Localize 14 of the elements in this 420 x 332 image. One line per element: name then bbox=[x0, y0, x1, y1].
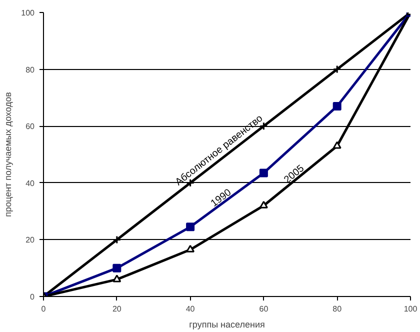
y-tick-label: 80 bbox=[26, 65, 36, 74]
y-tick-label: 100 bbox=[21, 8, 36, 18]
y-tick-label: 60 bbox=[26, 122, 36, 132]
y-axis-title: процент получаемых доходов bbox=[3, 92, 14, 217]
x-tick-label: 0 bbox=[41, 304, 46, 314]
x-tick-label: 80 bbox=[332, 304, 342, 314]
x-tick-label: 20 bbox=[112, 304, 122, 314]
y-tick-label: 40 bbox=[26, 178, 36, 188]
x-tick-label: 40 bbox=[186, 304, 196, 314]
x-tick-label: 100 bbox=[404, 304, 418, 314]
x-tick-label: 60 bbox=[259, 304, 269, 314]
y-tick-label: 20 bbox=[26, 236, 36, 245]
x-axis-title: группы населения bbox=[189, 320, 265, 330]
y-tick-label: 0 bbox=[30, 292, 36, 302]
